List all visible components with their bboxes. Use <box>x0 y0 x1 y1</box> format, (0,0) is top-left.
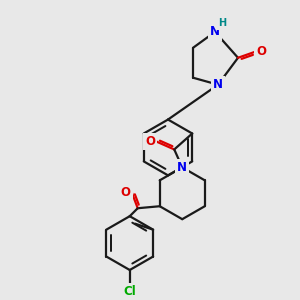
Text: N: N <box>177 161 187 174</box>
Text: O: O <box>256 45 266 58</box>
Text: O: O <box>145 135 155 148</box>
Text: H: H <box>218 18 226 28</box>
Text: Cl: Cl <box>123 285 136 298</box>
Text: N: N <box>213 78 223 91</box>
Text: N: N <box>210 26 220 38</box>
Text: O: O <box>121 186 131 199</box>
